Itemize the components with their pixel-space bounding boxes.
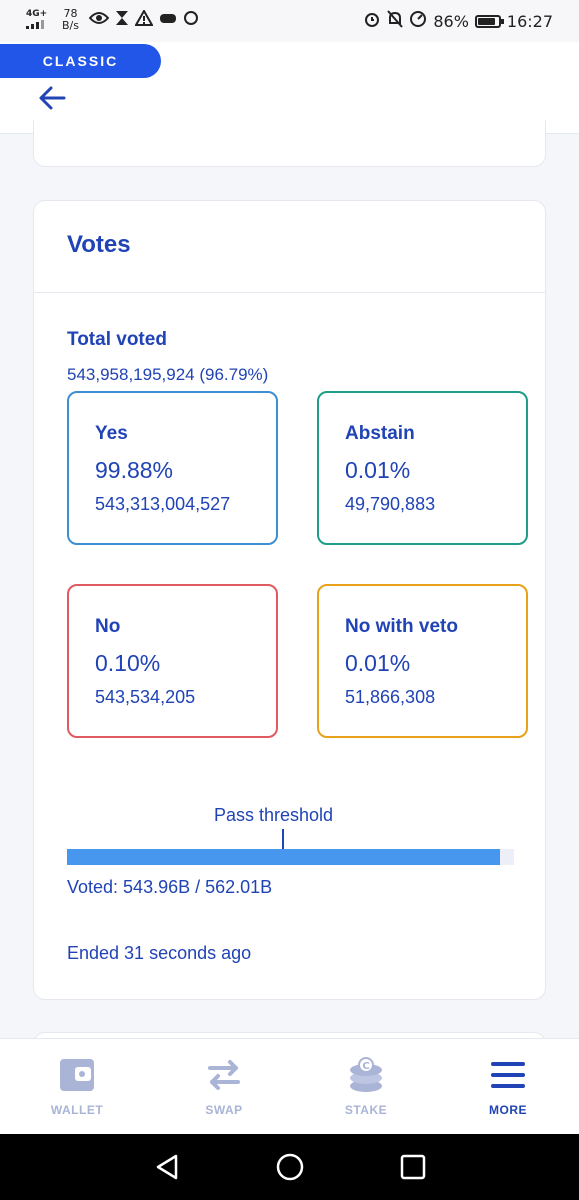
- gamepad-icon: [159, 10, 177, 30]
- vote-option-no: No 0.10% 543,534,205: [67, 584, 278, 738]
- nav-swap[interactable]: SWAP: [164, 1039, 284, 1135]
- warning-icon: [134, 8, 154, 30]
- app-header: CLASSIC: [0, 42, 579, 134]
- triangle-back-icon: [152, 1154, 182, 1186]
- system-back-button[interactable]: [152, 1152, 182, 1182]
- divider: [34, 292, 545, 293]
- vote-option-amount: 49,790,883: [345, 494, 436, 514]
- stake-icon: C: [346, 1055, 386, 1095]
- hourglass-icon: [115, 10, 129, 30]
- vote-option-abstain: Abstain 0.01% 49,790,883: [317, 391, 528, 545]
- vote-option-amount: 543,534,205: [95, 687, 196, 707]
- data-saver-icon: [409, 10, 427, 32]
- svg-text:C: C: [362, 1061, 369, 1072]
- menu-icon: [488, 1055, 528, 1095]
- nav-label: SWAP: [205, 1103, 243, 1117]
- vote-option-label: No with veto: [345, 616, 458, 637]
- pass-threshold-label: Pass threshold: [214, 805, 334, 825]
- vote-option-percent: 0.01%: [345, 650, 411, 676]
- status-bar: 4G+ 78 B/s: [0, 0, 579, 42]
- vote-option-amount: 51,866,308: [345, 687, 436, 707]
- mute-icon: [387, 10, 404, 32]
- sync-icon: [183, 10, 199, 30]
- vote-option-yes: Yes 99.88% 543,313,004,527: [67, 391, 278, 545]
- square-recents-icon: [398, 1154, 428, 1186]
- circle-home-icon: [275, 1153, 305, 1186]
- vote-option-percent: 0.01%: [345, 457, 411, 483]
- total-voted-value: 543,958,195,924 (96.79%): [67, 365, 269, 384]
- vote-option-label: Abstain: [345, 423, 415, 444]
- voted-progress-bar: [67, 849, 514, 865]
- pass-threshold-marker: [282, 829, 284, 849]
- votes-card: Votes Total voted 543,958,195,924 (96.79…: [33, 200, 546, 1000]
- vote-option-label: Yes: [95, 423, 128, 444]
- swap-icon: [204, 1055, 244, 1095]
- bottom-nav: WALLET SWAP C STAKE MORE: [0, 1038, 579, 1134]
- clock: 16:27: [506, 11, 553, 31]
- battery-percent: 86%: [433, 11, 469, 31]
- total-voted-label: Total voted: [67, 329, 167, 350]
- eye-icon: [88, 10, 110, 30]
- nav-label: MORE: [489, 1103, 527, 1117]
- system-nav-bar: [0, 1134, 579, 1200]
- network-speed: 78 B/s: [62, 7, 79, 32]
- nav-wallet[interactable]: WALLET: [17, 1039, 137, 1135]
- wallet-icon: [57, 1055, 97, 1095]
- nav-label: WALLET: [50, 1103, 104, 1117]
- previous-card: [33, 120, 546, 167]
- voted-amount-text: Voted: 543.96B / 562.01B: [67, 877, 273, 897]
- alarm-icon: [363, 10, 381, 32]
- nav-stake[interactable]: C STAKE: [306, 1039, 426, 1135]
- ended-time-text: Ended 31 seconds ago: [67, 943, 252, 963]
- nav-label: STAKE: [344, 1103, 388, 1117]
- vote-option-percent: 0.10%: [95, 650, 161, 676]
- votes-title: Votes: [67, 231, 131, 258]
- battery-icon: [474, 14, 504, 28]
- voted-progress-fill: [67, 849, 500, 865]
- network-indicator: 4G+: [26, 9, 48, 32]
- vote-option-percent: 99.88%: [95, 457, 174, 483]
- vote-option-amount: 543,313,004,527: [95, 494, 231, 514]
- classic-badge: CLASSIC: [0, 44, 161, 78]
- vote-option-no-with-veto: No with veto 0.01% 51,866,308: [317, 584, 528, 738]
- back-button[interactable]: [36, 82, 68, 114]
- vote-option-label: No: [95, 616, 121, 637]
- system-home-button[interactable]: [275, 1152, 305, 1182]
- arrow-left-icon: [36, 86, 68, 118]
- nav-more[interactable]: MORE: [448, 1039, 568, 1135]
- system-recents-button[interactable]: [398, 1152, 428, 1182]
